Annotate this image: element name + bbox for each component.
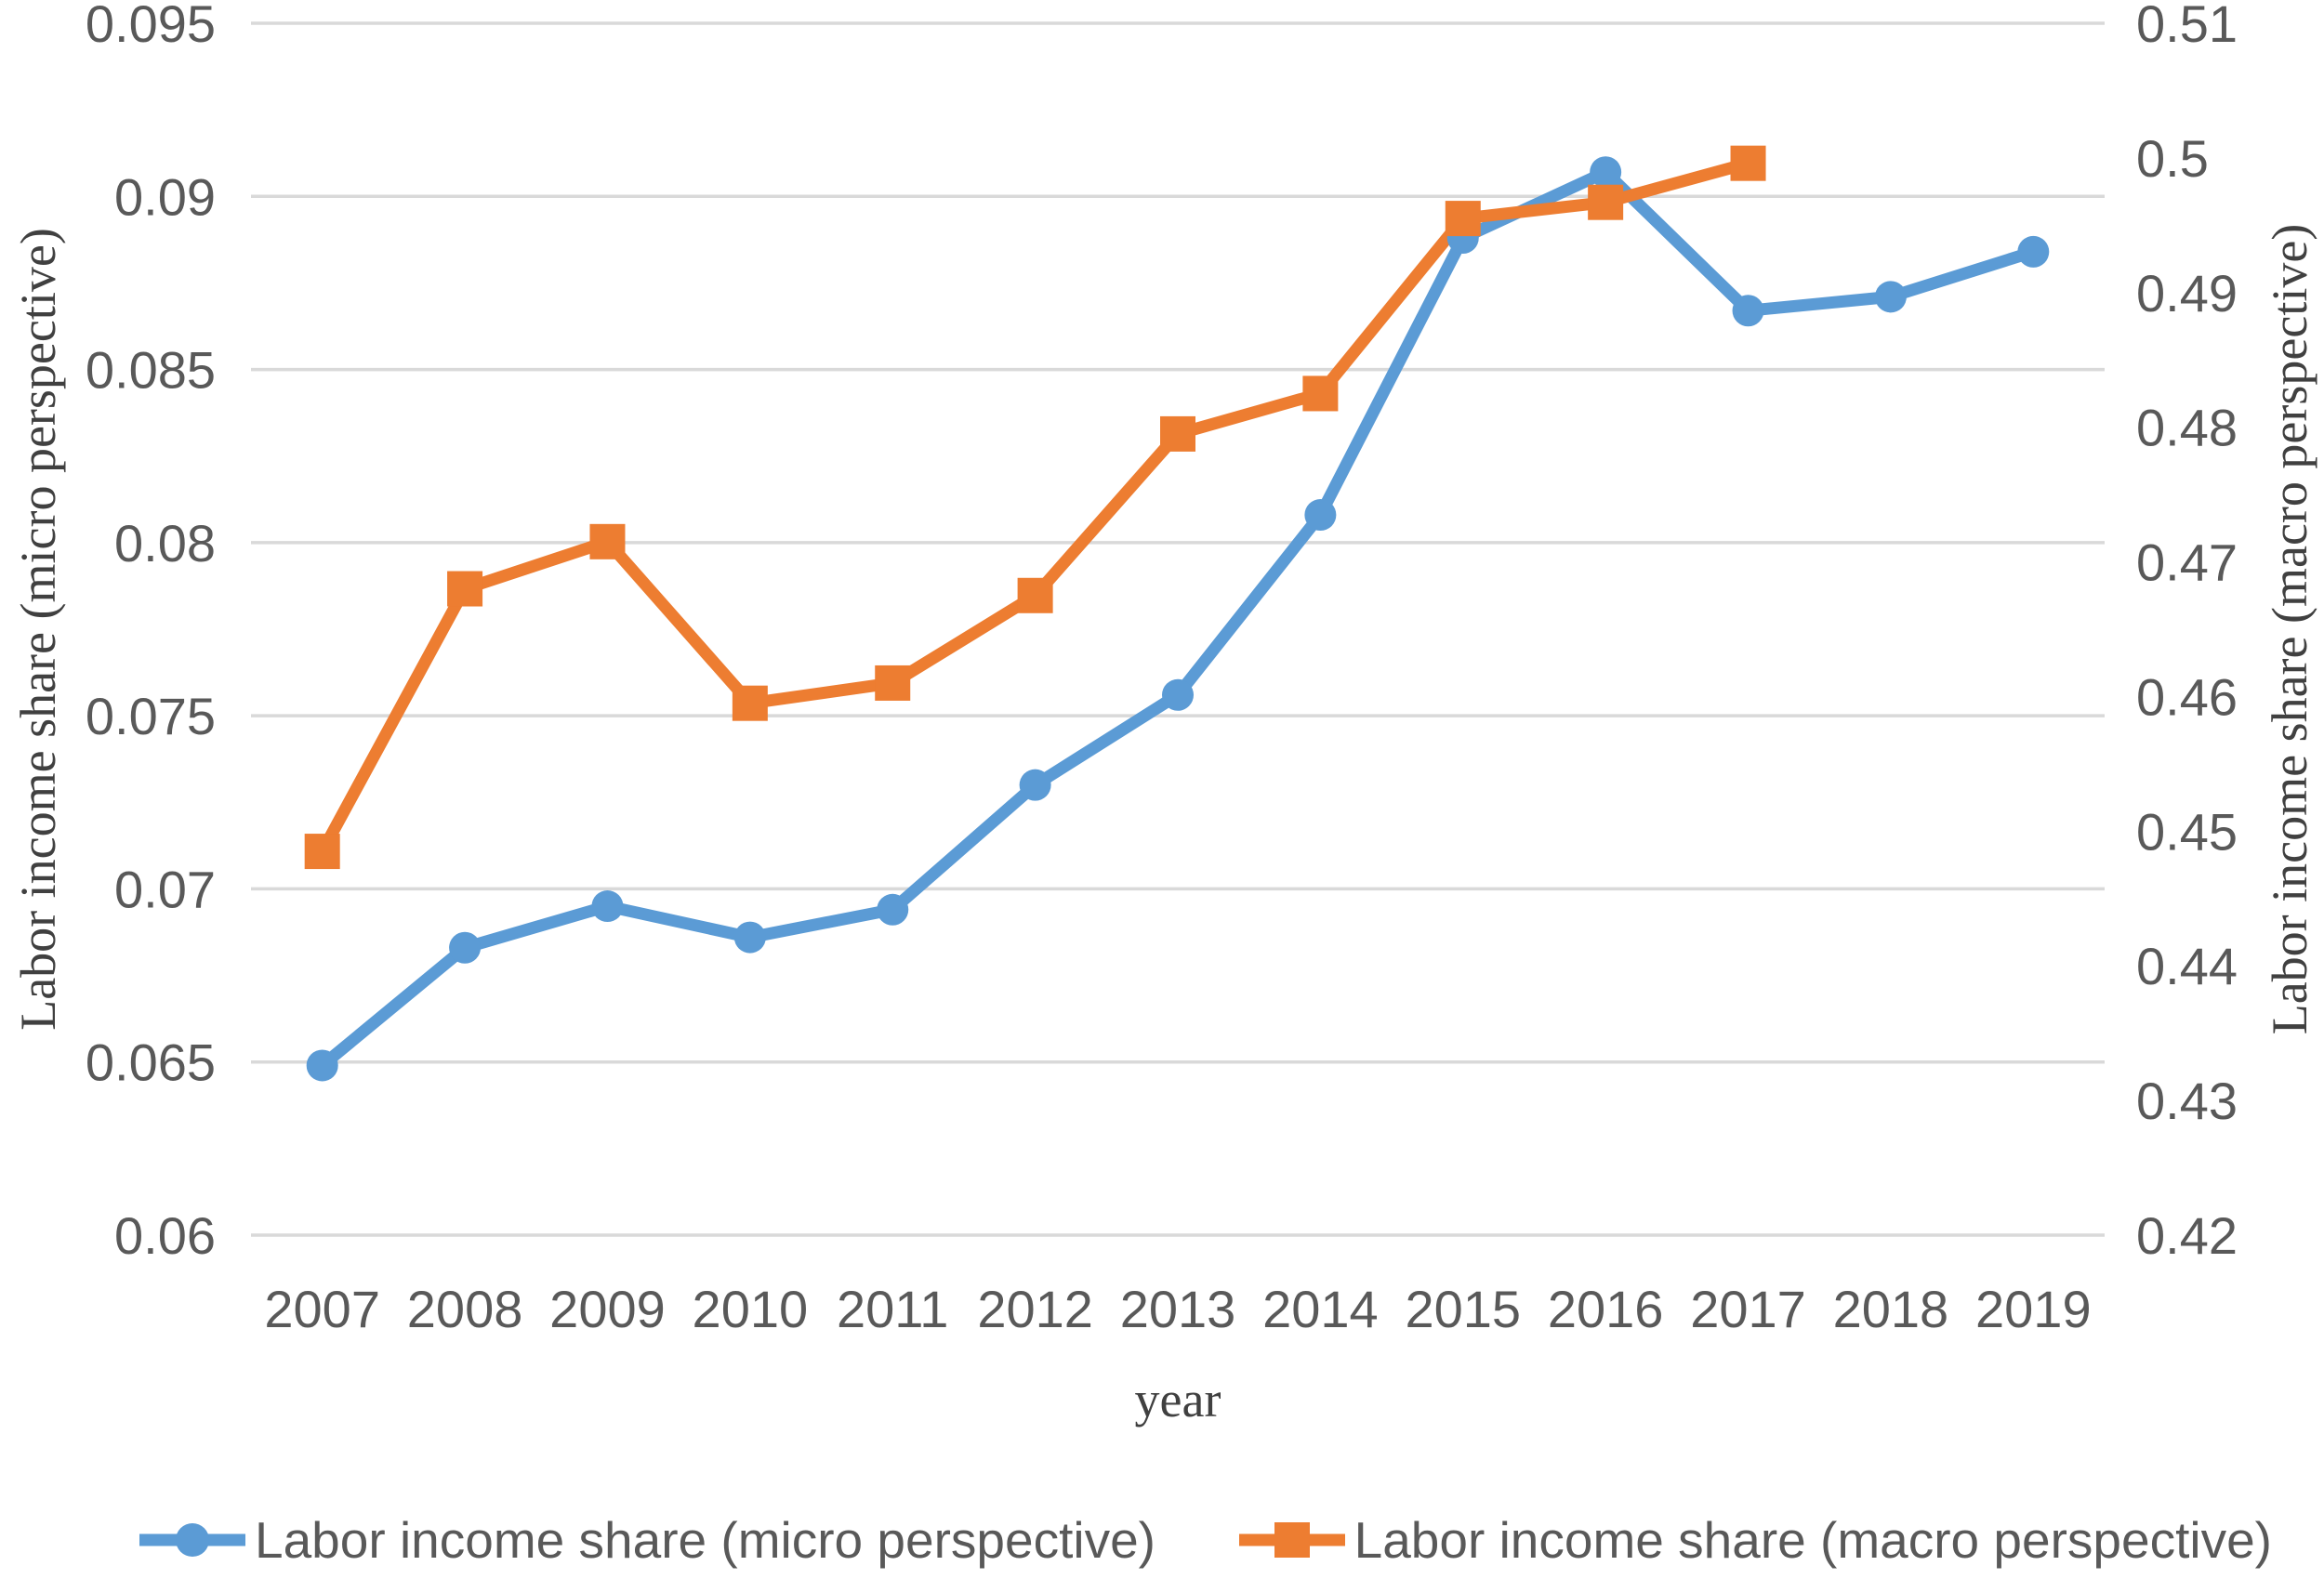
x-axis-title: year	[1135, 1372, 1221, 1428]
series-marker-micro	[2017, 235, 2050, 268]
series-marker-macro	[732, 685, 768, 721]
right-axis-tick-label: 0.5	[2136, 129, 2209, 188]
right-axis-tick-label: 0.46	[2136, 667, 2238, 726]
legend-row: Labor income share (micro perspective) L…	[0, 1510, 2324, 1570]
series-marker-micro	[733, 921, 766, 954]
right-axis-tick-label: 0.49	[2136, 264, 2238, 322]
series-marker-macro	[1588, 184, 1624, 220]
right-axis-tick-label: 0.44	[2136, 937, 2238, 995]
x-axis-tick-label: 2018	[1833, 1280, 1949, 1338]
series-marker-micro	[306, 1049, 338, 1082]
series-marker-macro	[589, 523, 626, 559]
x-axis-tick-label: 2019	[1975, 1280, 2092, 1338]
legend-item-label: Labor income share (macro perspective)	[1353, 1511, 2272, 1569]
series-marker-macro	[1017, 577, 1053, 613]
line-square-marker-icon	[1238, 1522, 1345, 1558]
series-marker-micro	[1874, 281, 1907, 313]
series-marker-micro	[591, 890, 624, 923]
x-axis-tick-label: 2007	[264, 1280, 380, 1338]
legend: Labor income share (micro perspective) L…	[0, 1507, 2324, 1572]
series-marker-micro	[877, 893, 909, 926]
right-axis-tick-label: 0.48	[2136, 399, 2238, 457]
series-marker-macro	[875, 664, 911, 701]
series-line-micro	[316, 165, 2040, 1072]
series-marker-macro	[304, 834, 340, 870]
right-axis-tick-label: 0.45	[2136, 802, 2238, 861]
line-circle-marker-icon	[139, 1523, 245, 1557]
left-axis-tick-label: 0.09	[114, 167, 216, 226]
series-marker-macro	[1730, 145, 1766, 181]
series-marker-micro	[449, 931, 482, 964]
left-axis-tick-label: 0.075	[86, 687, 216, 745]
series-marker-macro	[447, 571, 483, 607]
right-axis-tick-label: 0.51	[2136, 0, 2238, 53]
right-axis-tick-label: 0.42	[2136, 1206, 2238, 1265]
legend-item-label: Labor income share (micro perspective)	[255, 1511, 1155, 1569]
left-axis-tick-label: 0.06	[114, 1206, 216, 1265]
series-marker-micro	[1590, 156, 1622, 189]
right-axis-tick-label: 0.47	[2136, 533, 2238, 592]
series-line-macro	[316, 157, 1755, 858]
legend-item-micro: Labor income share (micro perspective)	[138, 1510, 1155, 1570]
series-marker-micro	[1304, 499, 1337, 532]
legend-item-macro: Labor income share (macro perspective)	[1237, 1510, 2272, 1570]
x-axis-tick-label: 2013	[1120, 1280, 1236, 1338]
right-axis-tick-label: 0.43	[2136, 1072, 2238, 1130]
left-axis-tick-label: 0.07	[114, 860, 216, 918]
left-axis-tick-label: 0.095	[86, 0, 216, 53]
left-axis-title: Labor income share (micro perspective)	[10, 228, 66, 1031]
right-axis-title: Labor income share (macro perspective)	[2262, 224, 2317, 1035]
series-marker-macro	[1445, 201, 1481, 237]
series-marker-micro	[1732, 295, 1764, 327]
x-axis-tick-label: 2009	[549, 1280, 666, 1338]
series-marker-micro	[1019, 769, 1051, 801]
x-axis-tick-label: 2015	[1405, 1280, 1521, 1338]
x-axis-tick-label: 2016	[1548, 1280, 1664, 1338]
x-axis-tick-label: 2012	[977, 1280, 1093, 1338]
x-axis-tick-label: 2008	[407, 1280, 523, 1338]
x-axis-tick-label: 2017	[1690, 1280, 1806, 1338]
left-axis-tick-label: 0.065	[86, 1033, 216, 1092]
x-axis-tick-label: 2014	[1262, 1280, 1379, 1338]
series-marker-micro	[1162, 678, 1194, 711]
left-axis-tick-label: 0.08	[114, 514, 216, 572]
x-axis-tick-label: 2011	[837, 1280, 948, 1338]
left-axis-tick-label: 0.085	[86, 341, 216, 400]
series-marker-macro	[1160, 415, 1195, 452]
x-axis-tick-label: 2010	[693, 1280, 809, 1338]
series-marker-macro	[1302, 375, 1339, 412]
